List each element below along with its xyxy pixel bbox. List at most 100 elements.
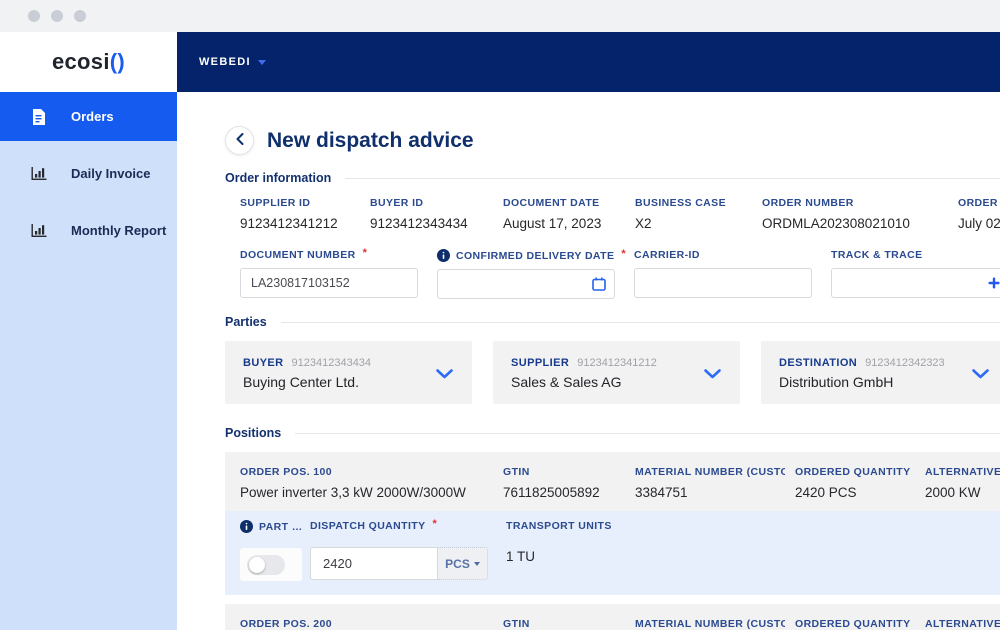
webedi-menu[interactable]: WEBEDI	[199, 56, 251, 68]
input-label: CARRIER-ID	[634, 249, 700, 261]
document-icon	[30, 108, 47, 125]
party-card-buyer[interactable]: BUYER 9123412343434 Buying Center Ltd.	[225, 341, 472, 404]
calendar-icon[interactable]	[592, 277, 606, 291]
position-description: Power inverter 3,3 kW 2000W/3000W	[240, 485, 466, 500]
input-label: DOCUMENT NUMBER	[240, 249, 356, 261]
input-label: CONFIRMED DELIVERY DATE	[456, 249, 615, 262]
party-card-destination[interactable]: DESTINATION 9123412342323 Distribution Gm…	[761, 341, 1000, 404]
section-divider	[295, 432, 1000, 434]
column-label: ORDERED QUANTITY	[795, 466, 911, 478]
sidebar-item-daily-invoice[interactable]: Daily Invoice	[0, 149, 177, 198]
dispatch-subrow: PART … DISPATCH QUANTITY * PCS	[225, 511, 1000, 595]
position-card-100: ORDER POS. 100 Power inverter 3,3 kW 2000…	[225, 452, 1000, 595]
document-date-value: August 17, 2023	[503, 216, 602, 231]
party-role: DESTINATION	[779, 357, 858, 369]
sidebar-item-label: Monthly Report	[71, 223, 167, 238]
top-navigation-bar: WEBEDI	[177, 32, 1000, 92]
required-marker: *	[621, 247, 627, 260]
party-name: Sales & Sales AG	[511, 374, 622, 390]
order-date-value: July 02, 2023	[958, 216, 1000, 231]
position-label: ORDER POS. 200	[240, 618, 332, 630]
column-label: GTIN	[503, 618, 530, 630]
sidebar-item-orders[interactable]: Orders	[0, 92, 177, 141]
bar-chart-icon	[30, 223, 47, 238]
column-label: ALTERNATIVE QUANTITY	[925, 618, 1000, 630]
toggle-track	[247, 554, 285, 575]
field-label: ORDER NUMBER	[762, 197, 854, 209]
logo-text: ecosi	[51, 49, 110, 74]
party-role: BUYER	[243, 357, 284, 369]
field-label: BUYER ID	[370, 197, 424, 209]
carrier-id-input[interactable]	[634, 268, 812, 298]
column-label: ORDERED QUANTITY	[795, 618, 911, 630]
party-id: 9123412342323	[865, 357, 945, 369]
column-label: MATERIAL NUMBER (CUSTOM…	[635, 466, 785, 478]
party-id: 9123412343434	[291, 357, 372, 369]
section-title-order-information: Order information	[225, 171, 332, 185]
window-dot	[51, 10, 63, 22]
party-role: SUPPLIER	[511, 357, 570, 369]
order-number-value: ORDMLA202308021010	[762, 216, 910, 231]
chevron-down-icon[interactable]	[257, 60, 266, 65]
field-label: ORDER DATE	[958, 197, 1000, 209]
sidebar-item-monthly-report[interactable]: Monthly Report	[0, 206, 177, 255]
order-info-inputs: DOCUMENT NUMBER * CONFIRMED DELIVERY DATE…	[240, 247, 1000, 299]
party-card-supplier[interactable]: SUPPLIER 9123412341212 Sales & Sales AG	[493, 341, 740, 404]
bar-chart-icon	[30, 166, 47, 181]
supplier-id-value: 9123412341212	[240, 216, 338, 231]
track-trace-input[interactable]	[831, 268, 1000, 298]
dispatch-quantity-input[interactable]	[310, 547, 438, 580]
transport-units-value: 1 TU	[506, 549, 536, 564]
field-label: SUPPLIER ID	[240, 197, 311, 209]
position-row: ORDER POS. 200Lithium 100Ah LiFePO4 Batt…	[225, 604, 1000, 630]
sidebar-item-label: Orders	[71, 109, 114, 124]
main-content: New dispatch advice Order information SU…	[177, 92, 1000, 630]
info-icon	[437, 249, 450, 262]
chevron-down-icon[interactable]	[436, 368, 453, 379]
chevron-down-icon[interactable]	[704, 368, 721, 379]
column-label: GTIN	[503, 466, 530, 478]
party-name: Buying Center Ltd.	[243, 374, 359, 390]
partial-delivery-toggle[interactable]	[240, 548, 302, 581]
sidebar: Orders Daily Invoice Monthly Report	[0, 92, 177, 630]
dispatch-quantity-label: DISPATCH QUANTITY	[310, 520, 426, 532]
position-row: ORDER POS. 100 Power inverter 3,3 kW 2000…	[225, 452, 1000, 511]
partial-delivery-label: PART …	[259, 520, 303, 533]
parties-cards: BUYER 9123412343434 Buying Center Ltd. SU…	[225, 341, 1000, 404]
logo-container[interactable]: ecosi()	[0, 32, 177, 92]
back-chevron-icon	[236, 132, 244, 150]
gtin-value: 7611825005892	[503, 485, 600, 500]
unit-label: PCS	[445, 556, 470, 571]
section-divider	[280, 321, 1000, 323]
input-label: TRACK & TRACE	[831, 249, 923, 261]
toggle-knob	[249, 556, 265, 573]
material-number-value: 3384751	[635, 485, 688, 500]
sidebar-item-label: Daily Invoice	[71, 166, 151, 181]
column-label: ALTERNATIVE QUANTITY	[925, 466, 1000, 478]
chevron-down-icon	[473, 561, 480, 566]
confirmed-delivery-date-input[interactable]	[437, 269, 615, 299]
window-dot	[74, 10, 86, 22]
chevron-down-icon[interactable]	[972, 368, 989, 379]
unit-select[interactable]: PCS	[438, 547, 488, 580]
party-name: Distribution GmbH	[779, 374, 894, 390]
transport-units-label: TRANSPORT UNITS	[506, 520, 612, 532]
business-case-value: X2	[635, 216, 652, 231]
party-id: 9123412341212	[577, 357, 657, 369]
ordered-quantity-value: 2420 PCS	[795, 485, 857, 500]
document-number-input[interactable]	[240, 268, 418, 298]
column-label: MATERIAL NUMBER (CUSTOM…	[635, 618, 785, 630]
section-divider	[345, 177, 1000, 179]
section-title-positions: Positions	[225, 426, 282, 440]
order-info-fields: SUPPLIER ID 9123412341212 BUYER ID 9123412…	[240, 197, 1000, 231]
window-dot	[28, 10, 40, 22]
plus-icon[interactable]	[988, 277, 1000, 289]
back-button[interactable]	[225, 126, 254, 155]
field-label: DOCUMENT DATE	[503, 197, 600, 209]
section-title-parties: Parties	[225, 315, 267, 329]
browser-chrome	[0, 0, 1000, 32]
page-title: New dispatch advice	[267, 128, 474, 152]
field-label: BUSINESS CASE	[635, 197, 726, 209]
required-marker: *	[362, 247, 368, 259]
position-label: ORDER POS. 100	[240, 466, 332, 478]
